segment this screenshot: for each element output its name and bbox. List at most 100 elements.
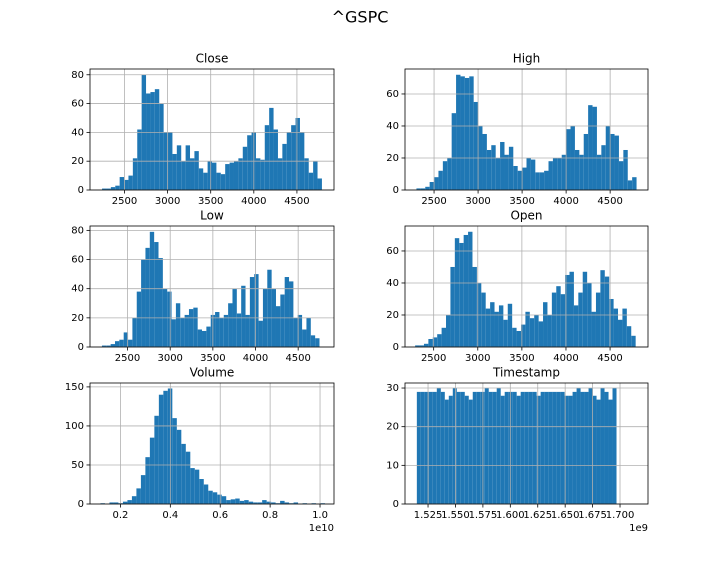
bar [145, 247, 150, 347]
bar [534, 314, 539, 347]
y-tick-label: 60 [71, 255, 84, 266]
axes-frame [89, 225, 335, 348]
bar [203, 172, 208, 190]
subplot: Open 2500 3000 3500 4000 4500 0 20 40 60 [386, 209, 649, 364]
bar [180, 317, 185, 347]
bar [275, 306, 281, 347]
bar [244, 500, 249, 504]
bar [202, 330, 207, 347]
bar [484, 388, 489, 504]
bar [574, 149, 580, 190]
bar [568, 395, 573, 504]
bar [486, 149, 492, 190]
bar [580, 391, 585, 504]
bar [239, 500, 245, 504]
bar [618, 161, 624, 190]
bar [516, 330, 521, 347]
bar [217, 494, 222, 504]
bar [284, 277, 290, 347]
bar [284, 502, 290, 504]
bar [241, 285, 246, 347]
bar [212, 162, 217, 190]
bar [190, 468, 195, 504]
bar [267, 269, 272, 347]
x-tick-label: 4500 [597, 196, 622, 207]
axes-frame [404, 225, 649, 348]
bar [517, 170, 523, 190]
bar [313, 161, 318, 190]
bar [271, 502, 276, 504]
bar [423, 343, 429, 347]
bar [469, 76, 474, 190]
bar [428, 391, 433, 504]
bar [437, 334, 442, 347]
subplot-title: Volume [190, 366, 235, 380]
bar [109, 502, 114, 504]
bar [131, 496, 137, 504]
y-tick-label: 20 [386, 153, 399, 164]
x-tick-label: 4000 [553, 196, 578, 207]
bar [115, 185, 120, 190]
bar [106, 188, 111, 190]
bar [530, 159, 536, 190]
bar [444, 399, 449, 504]
x-tick-label: 3000 [157, 353, 182, 364]
bar [572, 391, 577, 504]
bar [468, 399, 473, 504]
bar [229, 162, 234, 190]
x-tick-label: 1.675 [578, 510, 607, 521]
bar [154, 415, 159, 504]
bar [140, 475, 146, 504]
bar [513, 165, 518, 190]
bar [464, 77, 470, 190]
bar [149, 231, 155, 347]
bar [302, 329, 307, 347]
bar [460, 76, 465, 190]
bar [524, 391, 529, 504]
bar [206, 326, 211, 347]
bar [295, 117, 300, 190]
bar [119, 177, 125, 190]
x-tick-label: 1.525 [414, 510, 443, 521]
bar [145, 457, 150, 504]
bar [557, 157, 562, 190]
bar [207, 161, 212, 190]
bar [119, 339, 124, 347]
bar [255, 158, 261, 190]
x-tick-label: 4000 [241, 196, 266, 207]
bar [438, 170, 443, 190]
bar [424, 391, 429, 504]
bar [612, 388, 617, 504]
bar [181, 161, 186, 190]
bar [566, 129, 571, 190]
bar [132, 158, 138, 190]
bar [113, 502, 119, 504]
y-tick-label: 60 [386, 89, 399, 100]
bar [451, 113, 457, 190]
bar [172, 153, 177, 190]
bar [428, 338, 433, 347]
bar [236, 313, 242, 347]
x-tick-label: 4500 [285, 353, 310, 364]
bar [101, 345, 107, 347]
bar [159, 103, 164, 190]
bar [622, 308, 627, 347]
subplot-title: High [513, 52, 541, 66]
bar [308, 172, 314, 190]
bar [560, 294, 566, 347]
bar [158, 258, 163, 347]
y-tick-label: 0 [393, 185, 399, 196]
bar [420, 391, 425, 504]
x-tick-label: 1.650 [551, 510, 580, 521]
bar [588, 105, 593, 190]
bar [442, 161, 448, 190]
bar [436, 388, 441, 504]
bar [154, 89, 160, 190]
x-tick-label: 4000 [243, 353, 268, 364]
bar [441, 327, 447, 347]
y-tick-label: 40 [71, 127, 84, 138]
bar [167, 291, 172, 347]
bar [588, 388, 593, 504]
bar [578, 292, 583, 347]
